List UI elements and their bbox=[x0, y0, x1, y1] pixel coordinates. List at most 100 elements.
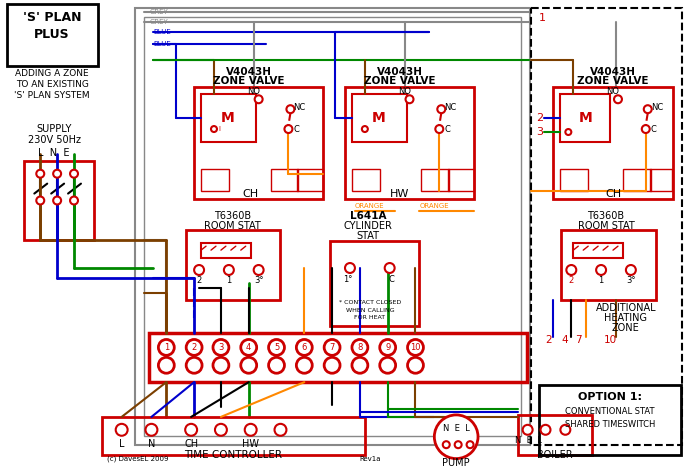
Circle shape bbox=[324, 339, 340, 355]
Circle shape bbox=[443, 441, 450, 448]
Text: TIME CONTROLLER: TIME CONTROLLER bbox=[184, 450, 282, 460]
Circle shape bbox=[297, 339, 313, 355]
Text: 2: 2 bbox=[569, 277, 574, 285]
Text: 4: 4 bbox=[246, 343, 251, 352]
Bar bbox=[650, 169, 671, 190]
Circle shape bbox=[275, 424, 286, 436]
Text: ADDING A ZONE: ADDING A ZONE bbox=[15, 69, 89, 78]
Text: 2: 2 bbox=[545, 336, 552, 345]
Circle shape bbox=[245, 424, 257, 436]
Text: GREY: GREY bbox=[150, 19, 168, 25]
Circle shape bbox=[37, 170, 44, 178]
Circle shape bbox=[53, 197, 61, 205]
Circle shape bbox=[523, 425, 533, 435]
Text: 2: 2 bbox=[537, 113, 544, 123]
Text: ROOM STAT: ROOM STAT bbox=[578, 221, 634, 231]
Circle shape bbox=[53, 170, 61, 178]
Circle shape bbox=[352, 339, 368, 355]
Text: ZONE: ZONE bbox=[612, 322, 640, 333]
Text: ZONE VALVE: ZONE VALVE bbox=[578, 76, 649, 87]
Text: SUPPLY: SUPPLY bbox=[37, 124, 72, 134]
Text: GREY: GREY bbox=[150, 9, 168, 15]
Text: 10: 10 bbox=[411, 343, 421, 352]
Circle shape bbox=[194, 265, 204, 275]
Text: M: M bbox=[221, 111, 235, 125]
Circle shape bbox=[560, 425, 571, 435]
Circle shape bbox=[644, 105, 652, 113]
Circle shape bbox=[224, 265, 234, 275]
Circle shape bbox=[455, 441, 462, 448]
Text: FOR HEAT: FOR HEAT bbox=[354, 315, 386, 320]
Text: C: C bbox=[444, 124, 450, 133]
Text: 1°: 1° bbox=[344, 275, 353, 285]
Text: L641A: L641A bbox=[350, 212, 386, 221]
Text: STAT: STAT bbox=[356, 231, 380, 241]
Text: CONVENTIONAL STAT: CONVENTIONAL STAT bbox=[565, 408, 655, 417]
Bar bbox=[553, 88, 673, 198]
Text: 6: 6 bbox=[302, 343, 307, 352]
Text: CH: CH bbox=[184, 439, 198, 449]
Bar bbox=[539, 385, 682, 454]
Circle shape bbox=[406, 95, 413, 103]
Bar bbox=[560, 94, 610, 142]
Text: ORANGE: ORANGE bbox=[355, 204, 384, 210]
Text: NO: NO bbox=[247, 87, 260, 96]
Text: N: N bbox=[148, 439, 155, 449]
Text: NC: NC bbox=[444, 102, 457, 112]
Text: SHARED TIMESWITCH: SHARED TIMESWITCH bbox=[565, 420, 656, 429]
Circle shape bbox=[297, 358, 313, 373]
Text: 3°: 3° bbox=[626, 277, 635, 285]
Circle shape bbox=[268, 358, 284, 373]
Text: L: L bbox=[119, 439, 124, 449]
Circle shape bbox=[255, 95, 263, 103]
Circle shape bbox=[186, 358, 202, 373]
Bar bbox=[297, 169, 323, 190]
Text: WHEN CALLING: WHEN CALLING bbox=[346, 308, 394, 313]
Bar bbox=[201, 169, 229, 190]
Text: ZONE VALVE: ZONE VALVE bbox=[364, 76, 435, 87]
Bar bbox=[531, 8, 682, 445]
Circle shape bbox=[213, 358, 229, 373]
Circle shape bbox=[70, 170, 78, 178]
Circle shape bbox=[116, 424, 128, 436]
Text: I: I bbox=[218, 126, 220, 132]
Bar bbox=[422, 169, 449, 190]
Circle shape bbox=[268, 339, 284, 355]
Text: 2: 2 bbox=[192, 343, 197, 352]
Text: V4043H: V4043H bbox=[377, 67, 422, 78]
Text: 4: 4 bbox=[561, 336, 568, 345]
Circle shape bbox=[345, 263, 355, 273]
Text: 'S' PLAN: 'S' PLAN bbox=[23, 11, 81, 24]
Text: 7: 7 bbox=[329, 343, 335, 352]
Text: M: M bbox=[372, 111, 386, 125]
Text: (c) DavesEL 2009: (c) DavesEL 2009 bbox=[107, 455, 168, 462]
Bar bbox=[330, 241, 420, 326]
Text: 9: 9 bbox=[385, 343, 391, 352]
Text: 1: 1 bbox=[226, 277, 231, 285]
Bar bbox=[150, 333, 526, 382]
Text: CH: CH bbox=[243, 189, 259, 198]
Text: HW: HW bbox=[390, 189, 409, 198]
Circle shape bbox=[362, 126, 368, 132]
Circle shape bbox=[241, 358, 257, 373]
Text: C: C bbox=[293, 124, 299, 133]
Text: * CONTACT CLOSED: * CONTACT CLOSED bbox=[339, 300, 401, 305]
Bar bbox=[270, 169, 298, 190]
Text: 2: 2 bbox=[197, 277, 201, 285]
Text: T6360B: T6360B bbox=[587, 212, 624, 221]
Text: OPTION 1:: OPTION 1: bbox=[578, 392, 642, 402]
Bar bbox=[352, 94, 406, 142]
Bar bbox=[562, 230, 656, 300]
Circle shape bbox=[566, 265, 576, 275]
Text: N  E  L: N E L bbox=[515, 436, 542, 445]
Circle shape bbox=[626, 265, 635, 275]
Circle shape bbox=[380, 358, 395, 373]
Circle shape bbox=[540, 425, 551, 435]
Circle shape bbox=[435, 125, 443, 133]
Text: HW: HW bbox=[242, 439, 259, 449]
Text: 230V 50Hz: 230V 50Hz bbox=[28, 135, 81, 145]
Text: BLUE: BLUE bbox=[153, 29, 171, 35]
Text: NO: NO bbox=[607, 87, 620, 96]
Circle shape bbox=[408, 358, 424, 373]
Circle shape bbox=[159, 358, 175, 373]
